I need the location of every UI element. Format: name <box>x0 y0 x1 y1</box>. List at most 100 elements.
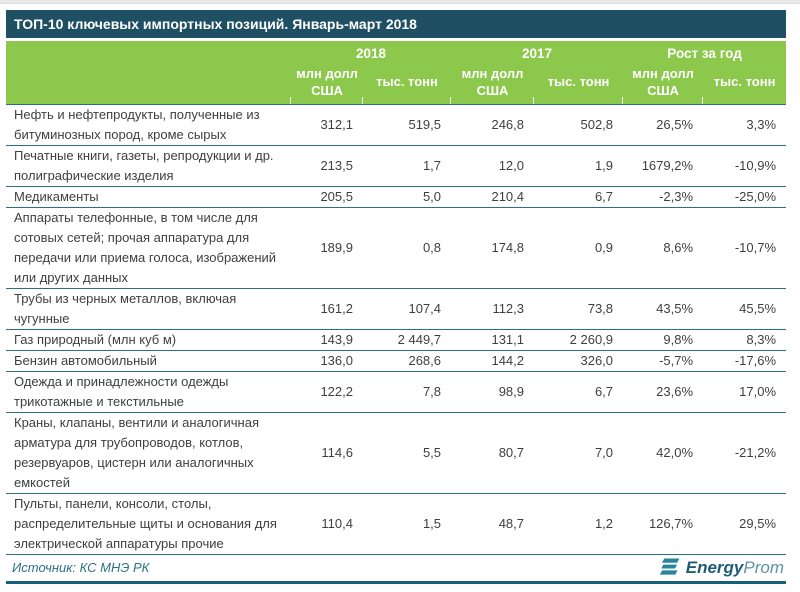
logo-text-energy: Energy <box>685 557 744 577</box>
cell-2018-tons: 1,7 <box>363 144 452 186</box>
cell-2017-usd: 12,0 <box>451 144 535 186</box>
cell-growth-usd: 43,5% <box>623 287 704 329</box>
col-group-2018: 2018 <box>291 41 452 63</box>
cell-2018-usd: 205,5 <box>291 185 363 207</box>
cell-growth-usd: 8,6% <box>623 206 704 288</box>
row-name: Нефть и нефтепродукты, полученные из бит… <box>6 103 291 145</box>
table-row: Печатные книги, газеты, репродукции и др… <box>6 144 787 186</box>
cell-growth-usd: -5,7% <box>623 349 704 371</box>
cell-2018-usd: 189,9 <box>291 206 363 288</box>
unit-2018-tons: тыс. тонн <box>363 63 453 104</box>
unit-2018-usd: млн долл США <box>291 63 364 104</box>
bottom-divider-line <box>6 580 786 584</box>
cell-2017-tons: 1,2 <box>534 492 624 555</box>
cell-2017-usd: 80,7 <box>451 411 535 493</box>
row-name: Аппараты телефонные, в том числе для сот… <box>6 206 291 288</box>
cell-2017-tons: 2 260,9 <box>534 328 624 350</box>
table-row: Трубы из черных металлов, включая чугунн… <box>6 287 787 329</box>
unit-growth-tons: тыс. тонн <box>703 63 787 104</box>
cell-2017-usd: 210,4 <box>451 185 535 207</box>
row-name: Трубы из черных металлов, включая чугунн… <box>6 287 291 329</box>
table-row: Газ природный (млн куб м) 143,9 2 449,7 … <box>6 328 787 350</box>
row-name: Медикаменты <box>6 185 291 207</box>
table-row: Нефть и нефтепродукты, полученные из бит… <box>6 103 787 145</box>
cell-growth-tons: 8,3% <box>703 328 787 350</box>
energyprom-logo-text: EnergyProm <box>686 558 784 577</box>
cell-growth-tons: -10,7% <box>703 206 787 288</box>
cell-growth-usd: 42,0% <box>623 411 704 493</box>
cell-2018-tons: 7,8 <box>363 370 452 412</box>
cell-growth-usd: 26,5% <box>623 103 704 145</box>
cell-2018-tons: 2 449,7 <box>363 328 452 350</box>
header-empty-cell <box>6 63 292 104</box>
unit-2017-usd: млн долл США <box>451 63 536 104</box>
cell-2018-tons: 107,4 <box>363 287 452 329</box>
cell-2017-tons: 6,7 <box>534 370 624 412</box>
top-edge-strip <box>0 0 800 4</box>
cell-2017-usd: 144,2 <box>451 349 535 371</box>
cell-2017-tons: 0,9 <box>534 206 624 288</box>
unit-2017-tons: тыс. тонн <box>534 63 625 104</box>
table-row: Медикаменты 205,5 5,0 210,4 6,7 -2,3% -2… <box>6 185 787 207</box>
table-title: ТОП-10 ключевых импортных позиций. Январ… <box>14 16 417 32</box>
cell-2017-usd: 174,8 <box>451 206 535 288</box>
cell-2018-usd: 110,4 <box>291 492 363 555</box>
footer: Источник: КС МНЭ РК EnergyProm <box>6 555 786 580</box>
cell-2017-tons: 73,8 <box>534 287 624 329</box>
cell-growth-usd: -2,3% <box>623 185 704 207</box>
logo-text-prom: Prom <box>743 557 784 577</box>
table-row: Бензин автомобильный 136,0 268,6 144,2 3… <box>6 349 787 371</box>
cell-2018-tons: 1,5 <box>363 492 452 555</box>
cell-growth-tons: -25,0% <box>703 185 787 207</box>
cell-2017-usd: 112,3 <box>451 287 535 329</box>
cell-growth-usd: 126,7% <box>623 492 704 555</box>
cell-2017-usd: 246,8 <box>451 103 535 145</box>
energyprom-logo: EnergyProm <box>657 558 786 577</box>
cell-2017-usd: 48,7 <box>451 492 535 555</box>
row-name: Одежда и принадлежности одежды трикотажн… <box>6 370 291 412</box>
cell-2018-usd: 114,6 <box>291 411 363 493</box>
cell-growth-usd: 23,6% <box>623 370 704 412</box>
header-units-row: млн долл США тыс. тонн млн долл США тыс.… <box>6 63 787 104</box>
cell-2018-usd: 161,2 <box>291 287 363 329</box>
cell-growth-tons: -17,6% <box>703 349 787 371</box>
row-name: Пульты, панели, консоли, столы, распреде… <box>6 492 291 555</box>
cell-growth-tons: 45,5% <box>703 287 787 329</box>
row-name: Печатные книги, газеты, репродукции и др… <box>6 144 291 186</box>
header-empty-cell <box>6 41 291 63</box>
cell-growth-tons: -10,9% <box>703 144 787 186</box>
cell-growth-tons: 29,5% <box>703 492 787 555</box>
row-name: Газ природный (млн куб м) <box>6 328 291 350</box>
header-group-row: 2018 2017 Рост за год <box>6 41 787 63</box>
table-title-bar: ТОП-10 ключевых импортных позиций. Январ… <box>6 10 786 38</box>
table-row: Краны, клапаны, вентили и аналогичная ар… <box>6 411 787 493</box>
energyprom-logo-icon <box>659 557 680 575</box>
row-name: Краны, клапаны, вентили и аналогичная ар… <box>6 411 291 493</box>
cell-2018-usd: 122,2 <box>291 370 363 412</box>
cell-2018-tons: 5,5 <box>363 411 452 493</box>
col-group-growth: Рост за год <box>623 41 787 63</box>
cell-2017-usd: 98,9 <box>451 370 535 412</box>
cell-2018-tons: 268,6 <box>363 349 452 371</box>
cell-2018-tons: 0,8 <box>363 206 452 288</box>
table-row: Пульты, панели, консоли, столы, распреде… <box>6 492 787 555</box>
cell-growth-usd: 1679,2% <box>623 144 704 186</box>
col-group-2017: 2017 <box>451 41 624 63</box>
cell-2018-usd: 136,0 <box>291 349 363 371</box>
table-row: Аппараты телефонные, в том числе для сот… <box>6 206 787 288</box>
cell-2018-usd: 312,1 <box>291 103 363 145</box>
cell-growth-tons: 3,3% <box>703 103 787 145</box>
table-header: 2018 2017 Рост за год млн долл США тыс. … <box>6 41 787 104</box>
cell-2018-usd: 143,9 <box>291 328 363 350</box>
cell-2017-tons: 7,0 <box>534 411 624 493</box>
table-row: Одежда и принадлежности одежды трикотажн… <box>6 370 787 412</box>
source-note: Источник: КС МНЭ РК <box>12 559 150 575</box>
cell-growth-usd: 9,8% <box>623 328 704 350</box>
cell-2018-usd: 213,5 <box>291 144 363 186</box>
cell-2017-tons: 6,7 <box>534 185 624 207</box>
imports-table: 2018 2017 Рост за год млн долл США тыс. … <box>6 41 787 555</box>
row-name: Бензин автомобильный <box>6 349 291 371</box>
cell-2017-usd: 131,1 <box>451 328 535 350</box>
unit-growth-usd: млн долл США <box>623 63 705 104</box>
